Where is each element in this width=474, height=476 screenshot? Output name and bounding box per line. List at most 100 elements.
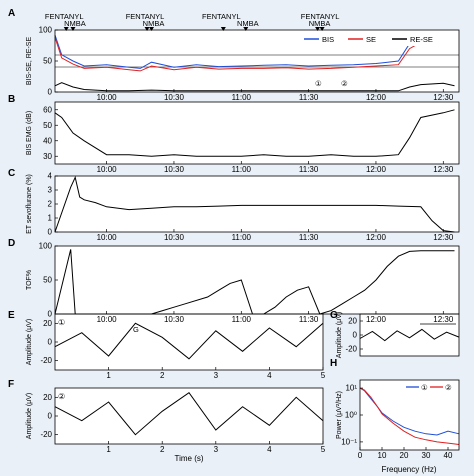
panel-c-plot	[55, 176, 459, 232]
panel-a-marker-1: ①	[315, 79, 322, 88]
panel-e-ylabel: Amplitude (μV)	[26, 319, 33, 365]
panel-h-ytick-label: 10⁰	[345, 411, 357, 420]
panel-f-marker: ②	[58, 392, 65, 401]
panel-a-xtick-label: 10:30	[164, 93, 185, 102]
panel-h-ylabel: Power (μV²/Hz)	[336, 391, 343, 439]
drug-event-label: NMBA	[237, 19, 259, 28]
panel-c-ytick-label: 2	[48, 200, 53, 209]
legend-h1-label: ①	[421, 383, 428, 392]
panel-d-xtick-label: 10:30	[164, 315, 185, 324]
panel-c-ytick-label: 4	[48, 172, 53, 181]
panel-f-xlabel: Time (s)	[174, 454, 203, 463]
panel-c-xtick-label: 11:30	[299, 233, 319, 242]
panel-f-ylabel: Amplitude (μV)	[26, 393, 33, 439]
drug-event-label: FENTANYL	[202, 12, 241, 21]
panel-a-frame	[54, 29, 460, 93]
panel-a-xtick-label: 11:30	[299, 93, 319, 102]
panel-g-frame	[359, 313, 460, 357]
panel-a-xtick-label: 11:00	[232, 93, 252, 102]
panel-c-ylabel: ET sevoflurane (%)	[26, 174, 33, 234]
panel-g-series-1	[359, 328, 460, 342]
panel-b-xtick-label: 12:00	[366, 165, 387, 174]
panel-d-xtick-label: 10:00	[97, 315, 118, 324]
panel-e-xtick-label: 1	[106, 371, 111, 380]
panel-h-ytick-label: 10⁻¹	[341, 437, 357, 446]
panel-b-ytick-label: 50	[43, 121, 52, 130]
panel-h-series-2	[359, 387, 460, 445]
panel-a-ytick-label: 100	[39, 26, 53, 35]
panel-f-xtick-label: 3	[214, 445, 219, 454]
legend-se-label: SE	[366, 35, 376, 44]
panel-h-xtick-label: 20	[400, 451, 409, 460]
panel-b-ylabel: BIS EMG (dB)	[26, 111, 33, 155]
panel-a-xtick-label: 12:00	[366, 93, 387, 102]
panel-f-series-1	[54, 392, 324, 436]
panel-letter-f: F	[8, 379, 14, 390]
panel-c-ytick-label: 3	[48, 186, 53, 195]
panel-c-ytick-label: 1	[48, 214, 53, 223]
panel-b-xtick-label: 10:00	[97, 165, 118, 174]
drug-event-arrow	[220, 27, 226, 31]
panel-c-ytick-label: 0	[48, 228, 53, 237]
panel-f-plot	[55, 388, 323, 444]
panel-letter-d: D	[8, 238, 15, 249]
panel-f-ytick-label: -20	[40, 430, 52, 439]
panel-c-xtick-label: 12:00	[366, 233, 387, 242]
panel-e-annotation-g: G	[133, 325, 139, 334]
panel-h-xtick-label: 40	[444, 451, 453, 460]
panel-a-ytick-label: 0	[48, 88, 53, 97]
legend-h2-label: ②	[445, 383, 452, 392]
panel-a-series-2	[54, 37, 455, 72]
panel-a-marker-2: ②	[341, 79, 348, 88]
panel-e-ytick-label: -20	[40, 356, 52, 365]
panel-g-ytick-label: 0	[353, 331, 358, 340]
panel-h-xtick-label: 30	[422, 451, 431, 460]
panel-f-frame	[54, 387, 324, 445]
drug-event-arrow	[243, 27, 249, 31]
panel-d-plot	[55, 246, 459, 314]
panel-letter-e: E	[8, 310, 15, 321]
panel-f-xtick-label: 5	[321, 445, 326, 454]
panel-letter-b: B	[8, 94, 15, 105]
panel-b-ytick-label: 60	[43, 105, 52, 114]
legend-rese-label: RE-SE	[410, 35, 433, 44]
panel-b-xtick-label: 11:30	[299, 165, 319, 174]
drug-event-arrow	[315, 27, 321, 31]
panel-d-ytick-label: 50	[43, 276, 52, 285]
panel-h-xtick-label: 0	[358, 451, 363, 460]
panel-f-xtick-label: 2	[160, 445, 165, 454]
panel-a-series-1	[54, 34, 455, 69]
drug-event-arrow	[149, 27, 155, 31]
panel-e-ytick-label: 20	[43, 319, 52, 328]
panel-c-xtick-label: 12:30	[433, 233, 454, 242]
panel-letter-g: G	[330, 310, 338, 321]
panel-f-ytick-label: 0	[48, 412, 53, 421]
panel-e-series-1	[54, 322, 324, 360]
panel-a-xtick-label: 12:30	[433, 93, 454, 102]
panel-b-xtick-label: 11:00	[232, 165, 252, 174]
panel-h-xtick-label: 10	[378, 451, 387, 460]
panel-c-series-1	[54, 175, 455, 233]
panel-letter-a: A	[8, 8, 15, 19]
panel-e-xtick-label: 5	[321, 371, 326, 380]
panel-h-legend: ① ②	[404, 382, 457, 393]
panel-d-series-1	[54, 249, 455, 315]
panel-b-xtick-label: 12:30	[433, 165, 454, 174]
panel-h-ytick-label: 10¹	[345, 384, 357, 393]
panel-a-series-3	[54, 82, 455, 92]
panel-e-xtick-label: 2	[160, 371, 165, 380]
panel-a-xtick-label: 10:00	[97, 93, 118, 102]
panel-a-ylabel: BIS-SE, RE-SE	[26, 37, 33, 86]
drug-event-label: FENTANYL	[126, 12, 165, 21]
drug-event-arrow	[319, 27, 325, 31]
panel-a-ytick-label: 50	[43, 57, 52, 66]
panel-d-xtick-label: 11:30	[299, 315, 319, 324]
drug-event-label: FENTANYL	[301, 12, 340, 21]
panel-g-ytick-label: 20	[348, 317, 357, 326]
panel-e-marker: ①	[58, 318, 65, 327]
panel-d-xtick-label: 12:00	[366, 315, 387, 324]
panel-f-xtick-label: 1	[106, 445, 111, 454]
legend-bis-label: BIS	[322, 35, 334, 44]
panel-b-xtick-label: 10:30	[164, 165, 185, 174]
